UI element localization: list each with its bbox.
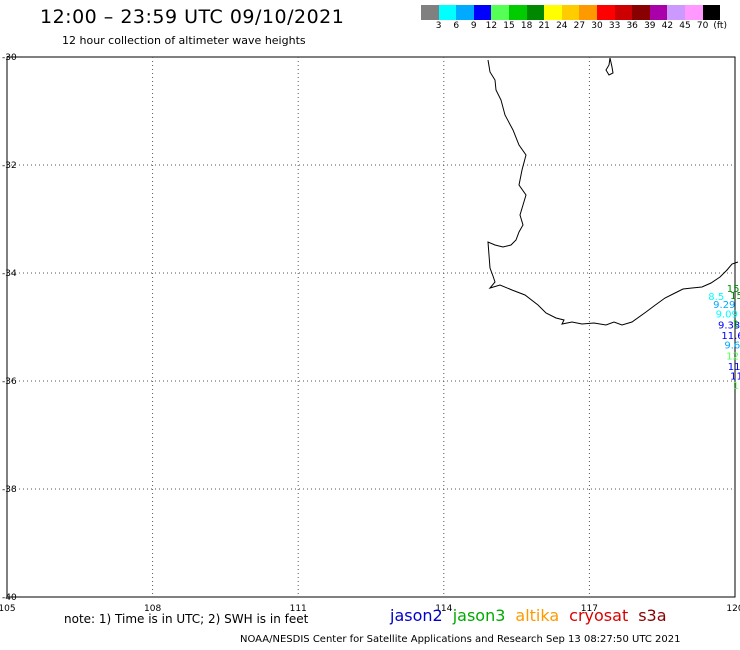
legend-label: 12 xyxy=(485,21,498,31)
legend-swatches xyxy=(421,5,721,20)
legend-label: 30 xyxy=(591,21,603,31)
swh-label: 11.3 xyxy=(728,362,740,373)
legend-swatch xyxy=(561,5,580,20)
map-frame xyxy=(6,56,736,598)
swh-label: 15 xyxy=(730,291,740,302)
legend-swatch xyxy=(473,5,492,20)
legend-label: 33 xyxy=(608,21,621,31)
footer-note: note: 1) Time is in UTC; 2) SWH is in fe… xyxy=(64,612,309,626)
legend-label: 45 xyxy=(679,21,691,31)
mission-cryosat: cryosat xyxy=(569,606,629,625)
lon-tick-label: 108 xyxy=(144,604,161,614)
swh-label: 9.29 xyxy=(713,300,735,311)
swh-label: 12.8 xyxy=(726,351,740,362)
island-outline xyxy=(605,57,614,76)
swh-label: 9.33 xyxy=(718,321,740,332)
swh-label: 8.5 xyxy=(708,292,724,303)
legend-swatch xyxy=(456,5,474,20)
legend-swatch xyxy=(684,5,703,20)
lon-tick-label: 111 xyxy=(290,604,307,614)
legend-swatch xyxy=(526,5,545,20)
legend-swatch xyxy=(579,5,597,20)
mission-s3a: s3a xyxy=(638,606,667,625)
lon-tick-label: 114 xyxy=(435,604,452,614)
swh-labels: 15158.59.299.099.3311.639.6212.811.311.1… xyxy=(708,284,740,392)
legend-swatch xyxy=(649,5,668,20)
legend-label: 70 xyxy=(696,21,709,31)
legend-swatch xyxy=(544,5,562,20)
mission-legend: jason2 jason3 altika cryosat s3a xyxy=(390,606,677,625)
lat-tick-label: -30 xyxy=(2,53,17,63)
coastline-sw-australia xyxy=(487,59,739,326)
swh-label: 11.63 xyxy=(721,331,740,342)
legend-swatch xyxy=(667,5,685,20)
page-subtitle: 12 hour collection of altimeter wave hei… xyxy=(62,34,306,47)
mission-jason2: jason2 xyxy=(390,606,443,625)
legend-label: 39 xyxy=(644,21,656,31)
mission-jason3: jason3 xyxy=(452,606,506,625)
legend-label: 24 xyxy=(556,21,568,31)
legend-label: 21 xyxy=(538,21,550,31)
legend-swatch xyxy=(702,5,721,20)
wave-height-legend: 3 6 9 12 15 18 21 24 27 30 33 36 39 42 45 70 (ft) xyxy=(421,5,727,32)
swh-label: 1 xyxy=(733,381,739,392)
legend-label: 36 xyxy=(626,21,638,31)
swh-label: 1 xyxy=(733,319,739,330)
legend-swatch xyxy=(632,5,650,20)
lat-tick-label: -36 xyxy=(2,377,17,387)
page-title: 12:00 – 23:59 UTC 09/10/2021 xyxy=(40,6,345,28)
legend-label: 6 xyxy=(453,21,460,31)
lon-tick-label: 120 xyxy=(726,604,740,614)
swh-label: 9.62 xyxy=(724,341,740,352)
swh-label: 11. xyxy=(730,371,740,382)
legend-swatch xyxy=(491,5,509,20)
footer-credit: NOAA/NESDIS Center for Satellite Applica… xyxy=(240,634,681,645)
legend-swatch xyxy=(508,5,527,20)
lat-tick-label: -40 xyxy=(2,593,17,603)
coastline-australia xyxy=(487,57,739,326)
swh-label: 9.09 xyxy=(716,309,738,320)
legend-label: 27 xyxy=(573,21,586,31)
legend-label: 18 xyxy=(520,21,533,31)
swh-label: 15 xyxy=(727,284,740,295)
legend-swatch xyxy=(438,5,457,20)
legend-swatch xyxy=(614,5,633,20)
mission-altika: altika xyxy=(515,606,560,625)
map-axes: 105 108 111 114 117 120 -30 -32 -34 -36 -38 -40 xyxy=(0,53,740,614)
lat-tick-label: -38 xyxy=(2,485,17,495)
legend-labels: 3 6 9 12 15 18 21 24 27 30 33 36 39 42 45 70 (ft) xyxy=(421,20,727,32)
legend-label: (ft) xyxy=(713,21,727,31)
lon-tick-label: 105 xyxy=(0,604,16,614)
lat-tick-label: -34 xyxy=(2,269,17,279)
lat-tick-label: -32 xyxy=(2,161,17,171)
legend-label: 3 xyxy=(435,21,442,31)
lon-tick-label: 117 xyxy=(581,604,598,614)
legend-label: 9 xyxy=(470,21,477,31)
legend-swatch xyxy=(596,5,615,20)
legend-label: 15 xyxy=(503,21,515,31)
legend-swatch xyxy=(421,5,439,20)
legend-label: 42 xyxy=(661,21,674,31)
map-grid xyxy=(6,56,736,598)
